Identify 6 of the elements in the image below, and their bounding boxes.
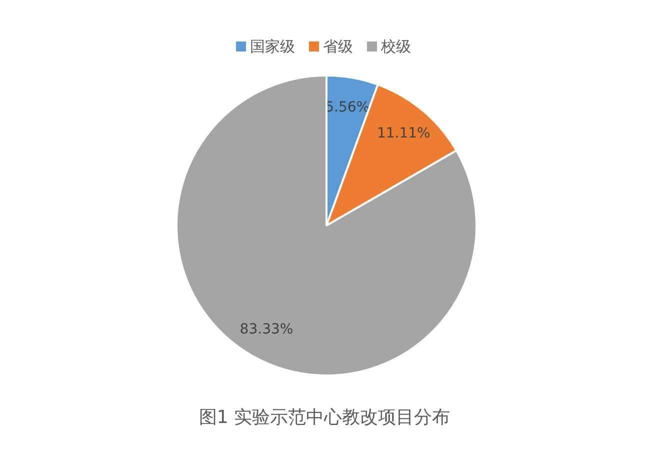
data-label: 83.33% bbox=[240, 321, 294, 338]
legend-label: 校级 bbox=[380, 38, 411, 56]
text: 图1 实验示范中心教改项目分布 bbox=[198, 407, 450, 428]
legend-label: 省级 bbox=[323, 38, 353, 56]
legend-label: 国家级 bbox=[250, 38, 295, 56]
data-label: 11.11% bbox=[376, 126, 430, 142]
